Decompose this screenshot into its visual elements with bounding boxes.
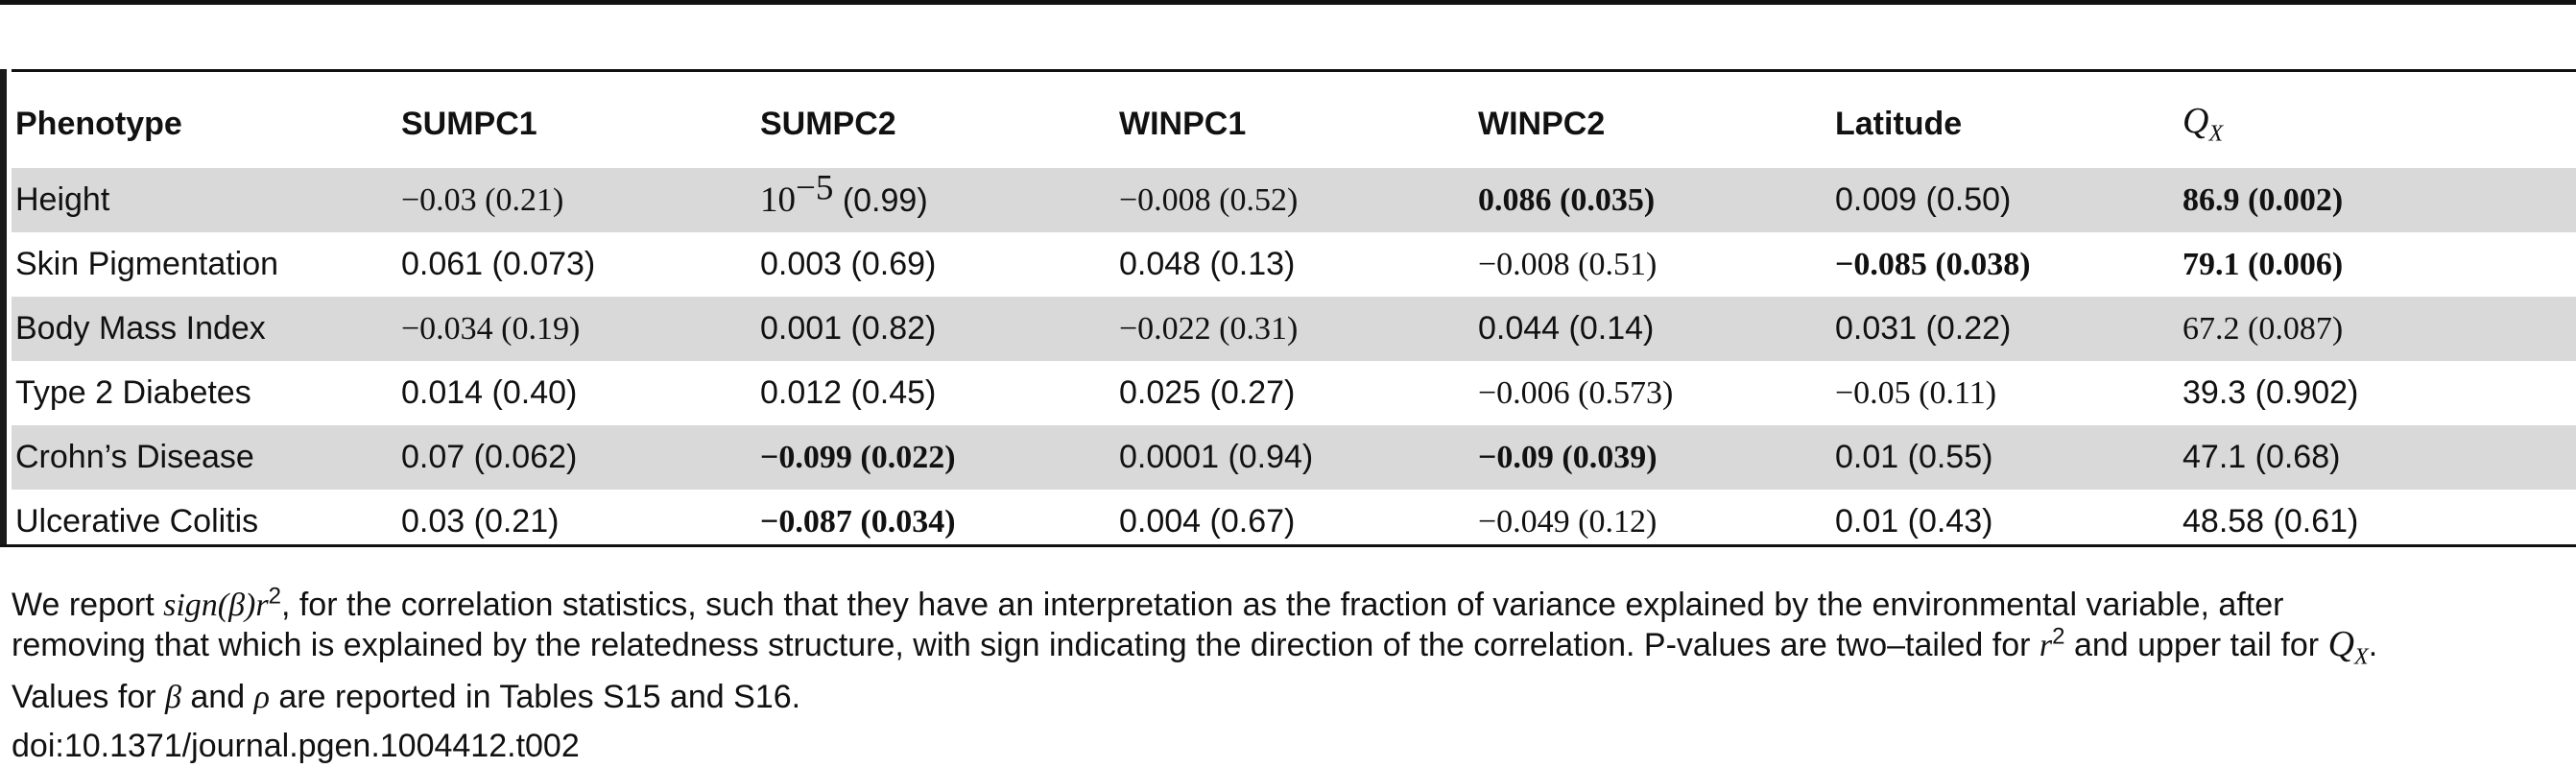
cell-sumpc2: 0.012 (0.45) — [756, 361, 1115, 425]
cell-sumpc1: 0.03 (0.21) — [397, 490, 756, 554]
header-row: Phenotype SUMPC1 SUMPC2 WINPC1 WINPC2 La… — [12, 72, 2576, 168]
cell-latitude: 0.031 (0.22) — [1831, 297, 2179, 361]
col-header-winpc2: WINPC2 — [1478, 105, 1606, 142]
table-row: Type 2 Diabetes 0.014 (0.40) 0.012 (0.45… — [12, 361, 2576, 425]
cell-sumpc2: −0.099 (0.022) — [756, 425, 1115, 490]
cell-latitude: 0.01 (0.55) — [1831, 425, 2179, 490]
cell-latitude: 0.009 (0.50) — [1831, 168, 2179, 232]
cell-winpc1: 0.025 (0.27) — [1115, 361, 1474, 425]
cell-winpc2: 0.044 (0.14) — [1474, 297, 1831, 361]
cell-phenotype: Skin Pigmentation — [12, 232, 397, 297]
cell-latitude: −0.085 (0.038) — [1831, 232, 2179, 297]
table-footnote: We report sign(β)r2, for the correlation… — [12, 583, 2569, 717]
cell-phenotype: Height — [12, 168, 397, 232]
table-row: Ulcerative Colitis 0.03 (0.21) −0.087 (0… — [12, 490, 2576, 554]
table-top-rule — [0, 0, 2576, 5]
table-row: Skin Pigmentation 0.061 (0.073) 0.003 (0… — [12, 232, 2576, 297]
cell-sumpc1: −0.03 (0.21) — [397, 168, 756, 232]
cell-sumpc1: 0.014 (0.40) — [397, 361, 756, 425]
cell-winpc2: 0.086 (0.035) — [1474, 168, 1831, 232]
footnote-line: removing that which is explained by the … — [12, 623, 2378, 670]
cell-qx: 39.3 (0.902) — [2179, 361, 2576, 425]
cell-qx: 47.1 (0.68) — [2179, 425, 2576, 490]
table-row: Crohn’s Disease 0.07 (0.062) −0.099 (0.0… — [12, 425, 2576, 490]
col-header-latitude: Latitude — [1835, 105, 1963, 142]
cell-latitude: −0.05 (0.11) — [1831, 361, 2179, 425]
cell-qx: 67.2 (0.087) — [2179, 297, 2576, 361]
cell-phenotype: Body Mass Index — [12, 297, 397, 361]
footnote-line: We report sign(β)r2, for the correlation… — [12, 583, 2284, 623]
cell-qx: 79.1 (0.006) — [2179, 232, 2576, 297]
col-header-phenotype: Phenotype — [15, 105, 182, 142]
cell-qx: 86.9 (0.002) — [2179, 168, 2576, 232]
cell-sumpc2: 0.003 (0.69) — [756, 232, 1115, 297]
cell-winpc1: 0.0001 (0.94) — [1115, 425, 1474, 490]
cell-phenotype: Type 2 Diabetes — [12, 361, 397, 425]
cell-sumpc1: 0.07 (0.062) — [397, 425, 756, 490]
table-row: Body Mass Index −0.034 (0.19) 0.001 (0.8… — [12, 297, 2576, 361]
cell-sumpc1: −0.034 (0.19) — [397, 297, 756, 361]
cell-winpc1: −0.022 (0.31) — [1115, 297, 1474, 361]
cell-winpc1: 0.004 (0.67) — [1115, 490, 1474, 554]
left-edge-bar — [0, 69, 7, 544]
cell-phenotype: Crohn’s Disease — [12, 425, 397, 490]
footnote-line: Values for β and ρ are reported in Table… — [12, 678, 801, 715]
cell-latitude: 0.01 (0.43) — [1831, 490, 2179, 554]
col-header-qx: QX — [2182, 101, 2224, 147]
table-bottom-rule — [0, 544, 2576, 547]
cell-sumpc2: 10−5 (0.99) — [756, 168, 1115, 232]
cell-winpc1: 0.048 (0.13) — [1115, 232, 1474, 297]
cell-winpc2: −0.09 (0.039) — [1474, 425, 1831, 490]
cell-winpc1: −0.008 (0.52) — [1115, 168, 1474, 232]
table-row: Height −0.03 (0.21) 10−5 (0.99) −0.008 (… — [12, 168, 2576, 232]
cell-winpc2: −0.008 (0.51) — [1474, 232, 1831, 297]
cell-qx: 48.58 (0.61) — [2179, 490, 2576, 554]
cell-winpc2: −0.006 (0.573) — [1474, 361, 1831, 425]
col-header-winpc1: WINPC1 — [1119, 105, 1247, 142]
cell-winpc2: −0.049 (0.12) — [1474, 490, 1831, 554]
cell-sumpc1: 0.061 (0.073) — [397, 232, 756, 297]
header-top-rule — [12, 69, 2576, 72]
cell-sumpc2: −0.087 (0.034) — [756, 490, 1115, 554]
cell-phenotype: Ulcerative Colitis — [12, 490, 397, 554]
col-header-sumpc1: SUMPC1 — [401, 105, 537, 142]
results-table: Phenotype SUMPC1 SUMPC2 WINPC1 WINPC2 La… — [12, 72, 2576, 554]
doi-reference: doi:10.1371/journal.pgen.1004412.t002 — [12, 728, 580, 764]
cell-sumpc2: 0.001 (0.82) — [756, 297, 1115, 361]
col-header-sumpc2: SUMPC2 — [760, 105, 896, 142]
